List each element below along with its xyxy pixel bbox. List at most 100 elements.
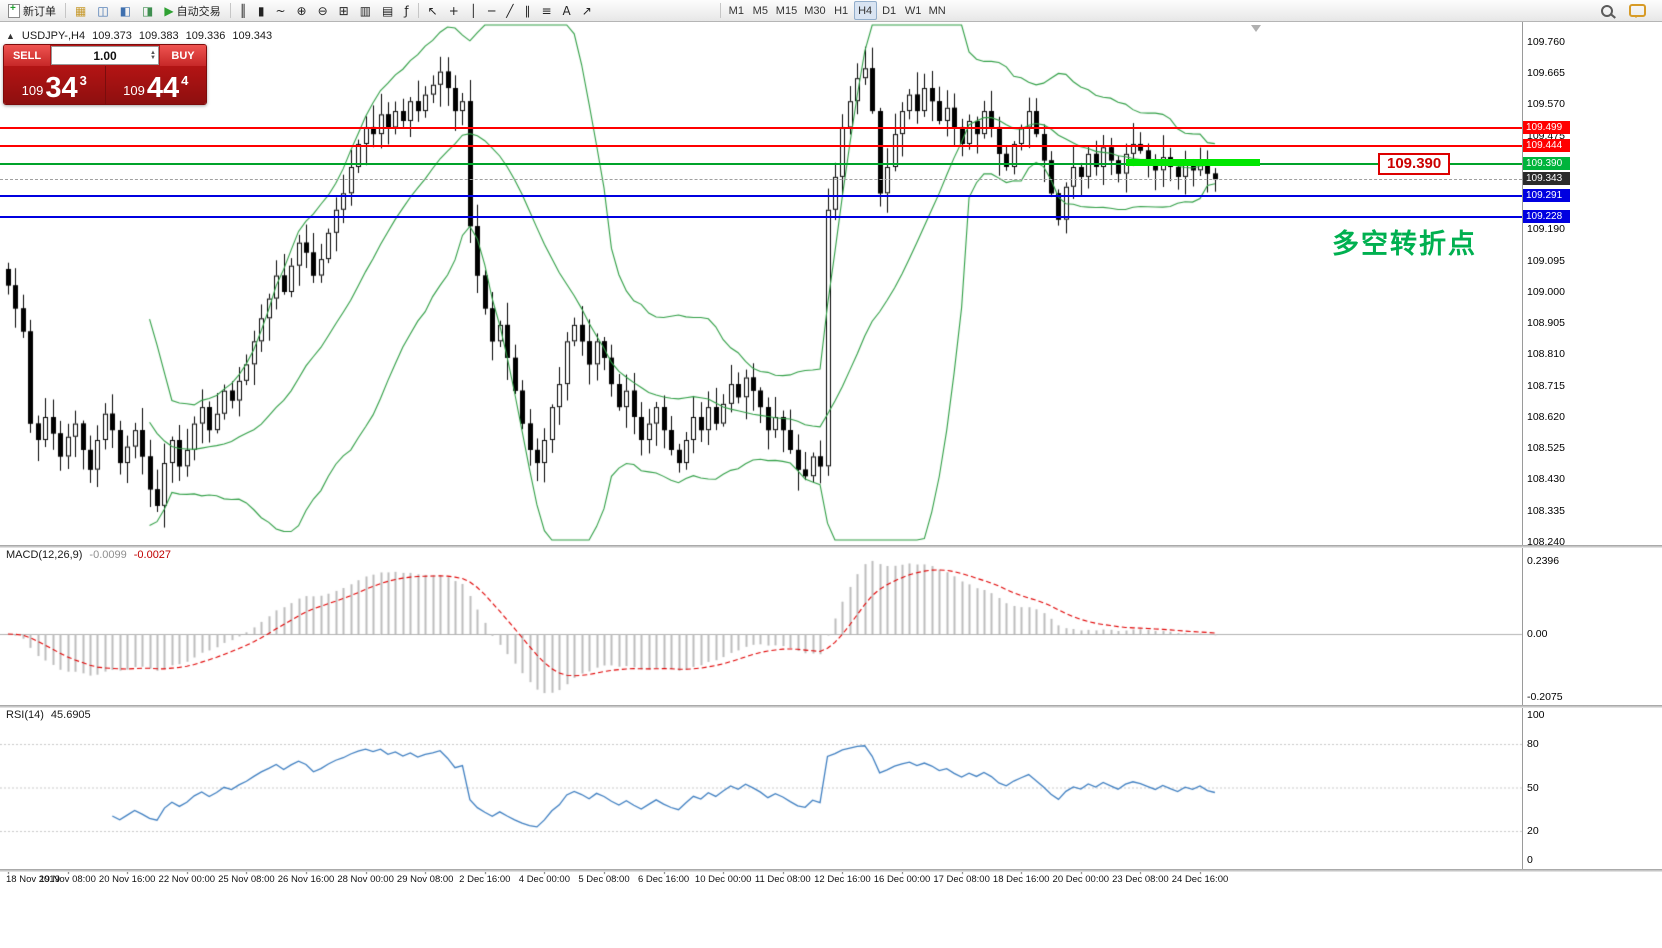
trend-highlight-segment[interactable] [1125,159,1260,167]
price-badge-109.228: 109.228 [1523,209,1570,223]
price-axis-label: 108.810 [1527,348,1565,361]
macd-splitter[interactable] [0,545,1662,548]
cursor-button[interactable]: ↖ [423,1,443,20]
hline-109.499[interactable] [0,126,1522,129]
time-axis-label: 16 Dec 00:00 [873,874,931,885]
volume-up-icon[interactable]: ▲ [150,49,156,56]
bar-chart-button[interactable]: ║ [235,1,252,20]
arrow-objects-button[interactable]: ↗ [577,1,597,20]
macd-axis-label: 0.00 [1527,628,1548,640]
macd-label: MACD(12,26,9) [6,549,83,561]
data-window-icon: ◫ [97,3,109,18]
line-chart-icon: ~ [275,3,286,18]
timeframe-D1[interactable]: D1 [878,1,901,20]
volume-value: 1.00 [93,48,117,63]
new-chart-button[interactable]: ▥ [355,1,376,20]
community-chat-icon [1629,4,1646,18]
auto-trading-icon: ▶ [164,3,174,18]
fibonacci-button[interactable]: ≡ [536,1,556,20]
time-axis-label: 23 Dec 08:00 [1112,874,1169,885]
toolbar-right-group [1596,1,1659,20]
zoom-out-button[interactable]: ⊖ [313,1,333,20]
community-button[interactable] [1624,1,1651,20]
time-axis-label: 18 Nov 2019 [6,874,60,885]
rsi-header: RSI(14) 45.6905 [6,709,91,721]
drawing-icons-group: ↖ + │ ─ ╱ ∥ ≡ A ↗ [423,1,597,20]
chart-ohlc-header: ▲ USDJPY-,H4 109.373 109.383 109.336 109… [6,30,272,42]
tile-windows-icon: ⊞ [338,3,349,18]
time-axis-label: 28 Nov 00:00 [337,874,394,885]
crosshair-button[interactable]: + [444,1,464,20]
timeframe-MN[interactable]: MN [926,1,949,20]
time-axis-label: 18 Dec 16:00 [992,874,1050,885]
market-watch-button[interactable]: ▦ [70,1,91,20]
volume-stepper[interactable]: 1.00 ▲ ▼ [51,46,159,65]
vertical-line-button[interactable]: │ [465,1,482,20]
time-axis-label: 10 Dec 00:00 [694,874,752,885]
vertical-line-icon: │ [469,3,477,18]
timeframe-H1[interactable]: H1 [830,1,853,20]
trendline-button[interactable]: ╱ [501,1,518,20]
time-axis-label: 20 Nov 16:00 [98,874,156,885]
auto-trading-button[interactable]: ▶ 自动交易 [159,1,225,20]
profiles-icon: ▤ [382,3,394,18]
rsi-label: RSI(14) [6,709,44,721]
buy-price-prefix: 109 [123,83,145,98]
candlestick-chart-icon: ▮ [257,3,265,18]
profiles-button[interactable]: ▤ [377,1,398,20]
price-axis-label: 108.620 [1527,410,1565,423]
search-button[interactable] [1596,1,1618,20]
timeframe-W1[interactable]: W1 [902,1,925,20]
timeframe-M30[interactable]: M30 [801,1,828,20]
macd-main-value: -0.0099 [89,549,127,561]
line-chart-button[interactable]: ~ [270,1,290,20]
horizontal-line-button[interactable]: ─ [483,1,500,20]
timeframe-M1[interactable]: M1 [725,1,748,20]
hline-109.228[interactable] [0,215,1522,218]
data-window-button[interactable]: ◫ [92,1,113,20]
sell-button[interactable]: SELL [4,45,50,66]
indicators-button[interactable]: ƒ [399,1,413,20]
equidistant-channel-button[interactable]: ∥ [519,1,535,20]
turning-point-note[interactable]: 多空转折点 [1332,229,1477,260]
strategy-tester-button[interactable]: ◨ [137,1,158,20]
tile-windows-button[interactable]: ⊞ [334,1,354,20]
time-axis-label: 25 Nov 08:00 [218,874,275,885]
timeframe-group: M1 M5 M15 M30 H1 H4 D1 W1 MN [725,1,949,20]
rsi-splitter[interactable] [0,705,1662,708]
timeframe-M15[interactable]: M15 [773,1,800,20]
buy-price[interactable]: 109 44 4 [106,66,207,104]
zoom-in-button[interactable]: ⊕ [292,1,312,20]
timeframe-H4[interactable]: H4 [853,1,877,20]
search-icon [1601,4,1613,17]
symbol-timeframe-label: USDJPY-,H4 [21,30,86,42]
hline-109.39[interactable] [0,162,1522,165]
price-axis-label: 108.335 [1527,504,1565,517]
timeframe-M5[interactable]: M5 [749,1,772,20]
price-callout-label[interactable]: 109.390 [1378,153,1451,175]
price-axis-label: 108.715 [1527,379,1565,392]
time-axis-label: 5 Dec 08:00 [578,874,630,885]
sell-price[interactable]: 109 34 3 [4,66,105,104]
candlestick-chart-button[interactable]: ▮ [253,1,270,20]
new-order-button[interactable]: 新订单 [3,1,61,20]
hline-109.444[interactable] [0,144,1522,147]
strategy-tester-icon: ◨ [142,3,154,18]
buy-button[interactable]: BUY [160,45,206,66]
chart-shift-marker[interactable] [1251,25,1261,32]
text-label-button[interactable]: A [558,1,576,20]
navigator-button[interactable]: ◧ [115,1,136,20]
toolbar-separator [65,3,66,18]
one-click-toggle-icon[interactable]: ▲ [6,31,15,41]
horizontal-line-icon: ─ [487,3,496,18]
window-icons-group: ▦ ◫ ◧ ◨ [70,1,158,20]
volume-down-icon[interactable]: ▼ [150,54,156,61]
price-badge-109.444: 109.444 [1523,138,1570,152]
hline-109.291[interactable] [0,195,1522,198]
time-axis-label: 22 Nov 00:00 [158,874,216,885]
time-axis-label: 17 Dec 08:00 [933,874,990,885]
hline-109.343[interactable] [0,178,1522,180]
price-axis-label: 109.760 [1527,36,1565,48]
equidistant-channel-icon: ∥ [524,3,531,18]
